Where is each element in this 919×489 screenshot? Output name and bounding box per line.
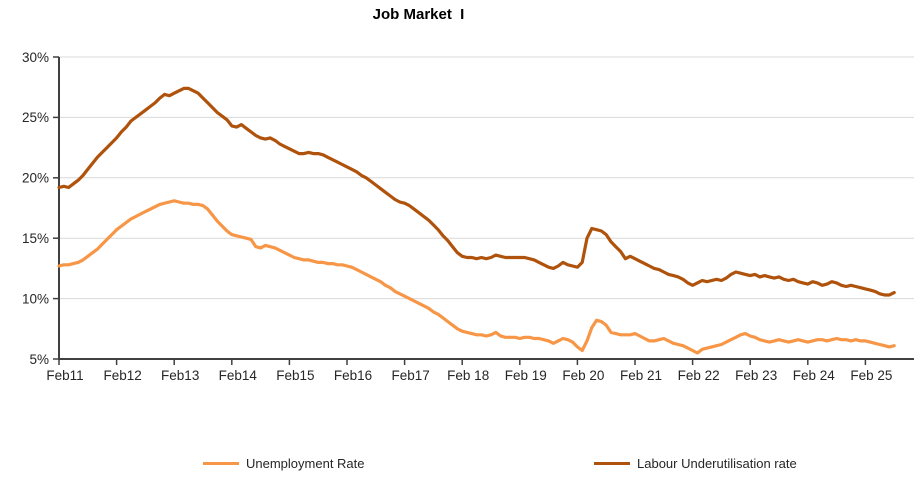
- x-axis-label: Feb 22: [678, 368, 720, 383]
- x-axis-label: Feb17: [391, 368, 429, 383]
- y-axis-label: 5%: [29, 352, 49, 367]
- x-axis-label: Feb 23: [735, 368, 777, 383]
- x-axis-label: Feb15: [276, 368, 314, 383]
- legend-label: Labour Underutilisation rate: [637, 456, 797, 471]
- x-axis-label: Feb 19: [505, 368, 547, 383]
- x-axis-label: Feb14: [219, 368, 258, 383]
- chart-title: Job Market I: [372, 6, 465, 23]
- legend-item-unemployment-rate: Unemployment Rate: [203, 456, 365, 471]
- legend-label: Unemployment Rate: [246, 456, 365, 471]
- series-line-labour-underutilisation-rate: [57, 86, 896, 297]
- y-axis-label: 25%: [22, 110, 49, 125]
- legend-line-swatch-unemployment: [203, 461, 239, 466]
- x-axis-label: Feb 24: [793, 368, 836, 383]
- x-axis-label: Feb16: [334, 368, 372, 383]
- y-axis-label: 10%: [22, 291, 49, 306]
- x-axis-label: Feb13: [161, 368, 199, 383]
- legend-item-labour-underutilisation: Labour Underutilisation rate: [594, 456, 797, 471]
- x-axis-label: Feb 20: [562, 368, 604, 383]
- y-axis-label: 30%: [22, 50, 49, 65]
- x-axis-label: Feb 18: [447, 368, 489, 383]
- x-axis-label: Feb11: [46, 368, 83, 383]
- legend-line-swatch-underutilisation: [594, 461, 630, 466]
- x-axis-label: Feb12: [103, 368, 141, 383]
- y-axis-label: 20%: [22, 171, 49, 186]
- x-axis-label: Feb 25: [850, 368, 892, 383]
- y-axis-label: 15%: [22, 231, 49, 246]
- plot-area: 5% 10% 15% 20% 25% 30% Feb11 Feb12 Feb13 Feb14 Feb…: [22, 50, 914, 383]
- series-line-unemployment-rate: [57, 199, 896, 355]
- x-axis-label: Feb 21: [620, 368, 662, 383]
